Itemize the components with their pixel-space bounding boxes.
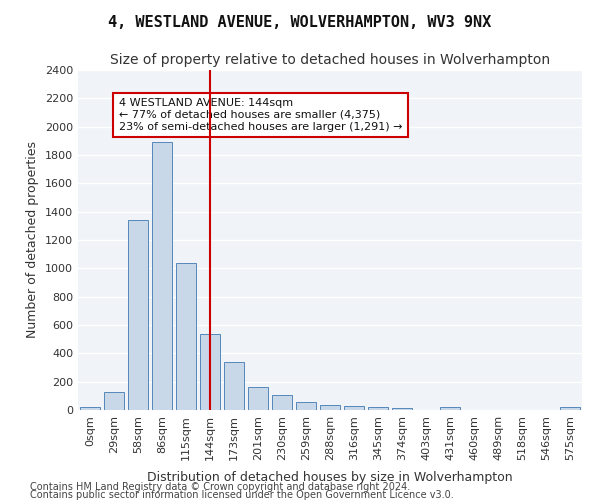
Bar — [560, 407, 580, 410]
Bar — [152, 142, 172, 410]
Bar — [344, 406, 364, 410]
X-axis label: Distribution of detached houses by size in Wolverhampton: Distribution of detached houses by size … — [147, 471, 513, 484]
Bar — [272, 395, 292, 410]
Bar — [200, 334, 220, 410]
Bar — [104, 392, 124, 410]
Y-axis label: Number of detached properties: Number of detached properties — [26, 142, 40, 338]
Bar — [296, 402, 316, 410]
Text: Contains HM Land Registry data © Crown copyright and database right 2024.: Contains HM Land Registry data © Crown c… — [30, 482, 410, 492]
Bar — [80, 407, 100, 410]
Bar — [320, 405, 340, 410]
Text: 4 WESTLAND AVENUE: 144sqm
← 77% of detached houses are smaller (4,375)
23% of se: 4 WESTLAND AVENUE: 144sqm ← 77% of detac… — [119, 98, 403, 132]
Text: 4, WESTLAND AVENUE, WOLVERHAMPTON, WV3 9NX: 4, WESTLAND AVENUE, WOLVERHAMPTON, WV3 9… — [109, 15, 491, 30]
Bar — [392, 408, 412, 410]
Bar — [224, 362, 244, 410]
Bar — [368, 407, 388, 410]
Title: Size of property relative to detached houses in Wolverhampton: Size of property relative to detached ho… — [110, 54, 550, 68]
Bar — [128, 220, 148, 410]
Bar — [440, 407, 460, 410]
Bar — [248, 386, 268, 410]
Text: Contains public sector information licensed under the Open Government Licence v3: Contains public sector information licen… — [30, 490, 454, 500]
Bar — [176, 262, 196, 410]
